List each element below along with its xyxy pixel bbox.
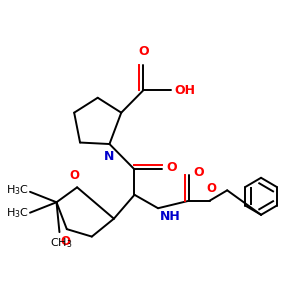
Text: NH: NH (160, 210, 180, 223)
Text: O: O (69, 169, 79, 182)
Text: H$_3$C: H$_3$C (6, 183, 28, 197)
Text: O: O (206, 182, 216, 195)
Text: O: O (166, 161, 177, 174)
Text: N: N (104, 150, 115, 163)
Text: O: O (60, 235, 70, 248)
Text: H$_3$C: H$_3$C (6, 206, 28, 220)
Text: O: O (138, 45, 148, 58)
Text: OH: OH (174, 84, 195, 97)
Text: CH$_3$: CH$_3$ (50, 237, 72, 250)
Text: O: O (194, 166, 204, 179)
